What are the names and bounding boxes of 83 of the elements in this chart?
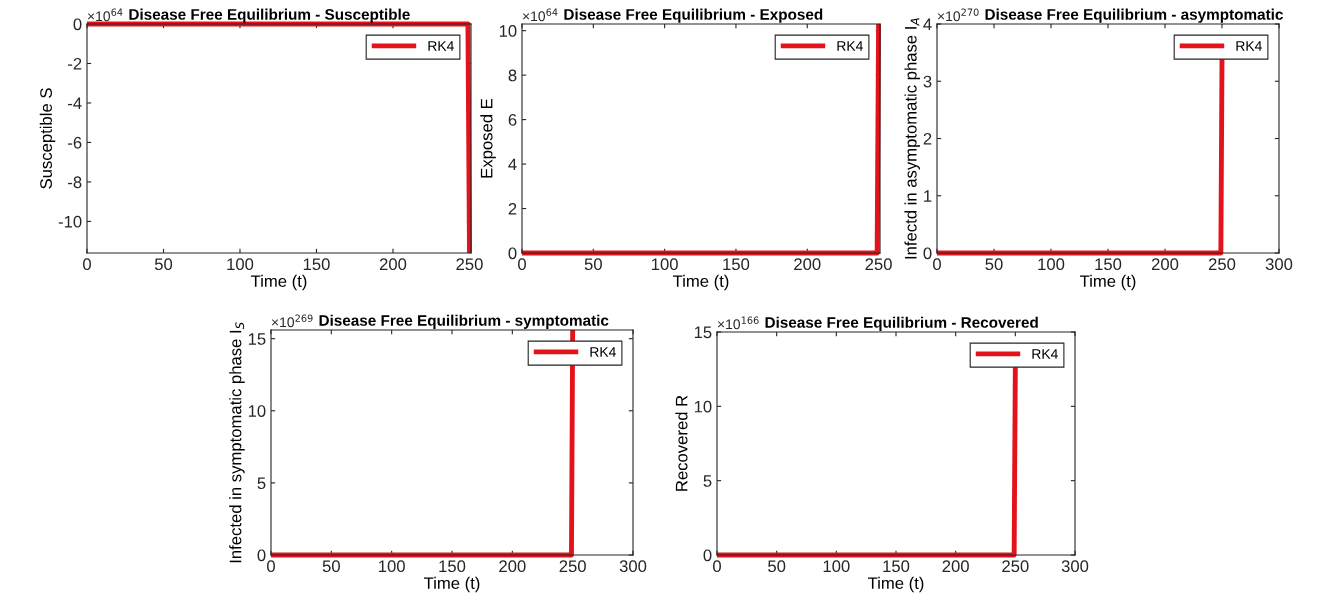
y-tick-label: 8: [508, 69, 517, 82]
chart-title: Disease Free Equilibrium - Exposed: [564, 8, 823, 23]
legend-label: RK4: [428, 41, 454, 51]
chart-title: Disease Free Equilibrium - asymptomatic: [985, 8, 1283, 23]
y-tick-label: 0: [703, 549, 712, 562]
x-tick-label: 200: [794, 258, 821, 271]
x-tick-label: 0: [83, 258, 91, 271]
y-tick-label: 1: [924, 190, 932, 202]
x-tick-label: 50: [322, 560, 340, 573]
y-axis-title: Infectd in asymptomatic phase I$_{A}$: [904, 18, 920, 259]
x-tick-label: 300: [1265, 258, 1293, 271]
chart-title: Disease Free Equilibrium - Recovered: [765, 316, 1038, 331]
text: ×10$^{64}$: [87, 8, 123, 22]
x-tick-label: 50: [985, 258, 1003, 271]
x-axis-title: Time (t): [672, 274, 729, 291]
x-tick-label: 250: [456, 258, 483, 271]
y-tick-label: 0: [508, 247, 517, 260]
x-axis-title: Time (t): [250, 274, 307, 291]
y-tick-label: 0: [923, 247, 932, 260]
x-tick-label: 0: [933, 258, 941, 271]
y-tick-label: 4: [508, 158, 517, 171]
x-tick-label: 150: [303, 258, 330, 271]
x-tick-label: 200: [499, 560, 526, 573]
text: ×10$^{269}$: [271, 314, 313, 328]
y-tick-label: -10: [58, 215, 82, 228]
x-axis-title: Time (t): [423, 576, 480, 593]
y-tick-label: 15: [694, 326, 712, 339]
x-axis-title: Time (t): [1079, 274, 1136, 291]
y-axis-title: Susceptible S: [39, 88, 56, 189]
y-tick-label: -6: [68, 136, 82, 149]
x-tick-label: 150: [883, 560, 910, 573]
y-tick-label: -8: [68, 176, 82, 189]
x-tick-label: 0: [267, 560, 275, 573]
y-tick-label: 2: [508, 202, 517, 215]
y-tick-label: 10: [694, 400, 712, 413]
x-tick-label: 300: [1061, 560, 1089, 573]
x-tick-label: 300: [619, 560, 647, 573]
x-tick-label: 250: [559, 560, 586, 573]
x-tick-label: 200: [1151, 258, 1179, 271]
chart-title: Disease Free Equilibrium - symptomatic: [319, 314, 609, 329]
legend-label: RK4: [590, 347, 616, 357]
y-tick-label: 15: [248, 333, 266, 345]
legend-label: RK4: [1236, 41, 1262, 51]
x-tick-label: 150: [723, 258, 750, 271]
chart-title: Disease Free Equilibrium - Susceptible: [129, 8, 410, 23]
x-tick-label: 0: [713, 560, 721, 573]
y-tick-label: 0: [257, 549, 266, 562]
x-tick-label: 150: [1095, 258, 1122, 271]
x-tick-label: 100: [1038, 258, 1065, 271]
legend-label: RK4: [837, 41, 863, 51]
x-tick-label: 0: [518, 258, 526, 271]
text: ×10$^{166}$: [717, 316, 759, 330]
x-tick-label: 100: [652, 258, 678, 271]
x-tick-label: 50: [768, 560, 786, 573]
y-tick-label: 2: [923, 132, 932, 145]
y-axis-title: Exposed E: [480, 98, 496, 178]
x-tick-label: 100: [823, 560, 850, 573]
y-tick-label: -2: [68, 57, 82, 70]
y-axis-title: Recovered R: [675, 395, 688, 491]
x-tick-label: 200: [379, 258, 407, 271]
text: ×10$^{270}$: [937, 8, 979, 22]
x-tick-label: 250: [865, 258, 892, 271]
y-tick-label: 5: [257, 477, 266, 490]
y-tick-label: 3: [923, 75, 932, 88]
y-tick-label: 10: [499, 25, 517, 37]
x-tick-label: 50: [584, 258, 602, 271]
x-tick-label: 50: [154, 258, 173, 271]
y-tick-label: 0: [73, 18, 82, 31]
x-tick-label: 100: [379, 560, 405, 573]
legend-label: RK4: [1032, 349, 1058, 359]
text: ×10$^{64}$: [522, 8, 558, 22]
x-tick-label: 100: [227, 258, 254, 271]
y-tick-label: 10: [248, 405, 266, 417]
y-tick-label: 6: [508, 114, 517, 126]
y-tick-label: 5: [703, 475, 712, 487]
y-tick-label: 4: [923, 18, 932, 31]
y-axis-title: Infected in symptomatic phase I$_{S}$: [229, 322, 245, 563]
x-tick-label: 250: [1002, 560, 1029, 573]
y-tick-label: -4: [68, 97, 82, 109]
x-tick-label: 250: [1208, 258, 1236, 271]
x-axis-title: Time (t): [867, 576, 924, 593]
x-tick-label: 150: [439, 560, 466, 573]
x-tick-label: 200: [942, 560, 969, 573]
